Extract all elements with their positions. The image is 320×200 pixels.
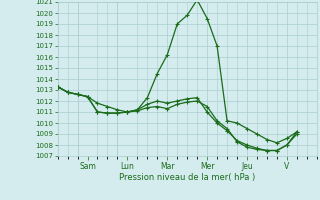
X-axis label: Pression niveau de la mer( hPa ): Pression niveau de la mer( hPa ) [119,173,255,182]
